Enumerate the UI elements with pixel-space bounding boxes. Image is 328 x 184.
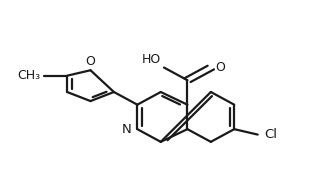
Text: O: O xyxy=(86,55,95,68)
Text: CH₃: CH₃ xyxy=(17,69,40,82)
Text: N: N xyxy=(122,123,132,136)
Text: O: O xyxy=(216,61,226,74)
Text: Cl: Cl xyxy=(264,128,277,141)
Text: HO: HO xyxy=(141,53,161,66)
